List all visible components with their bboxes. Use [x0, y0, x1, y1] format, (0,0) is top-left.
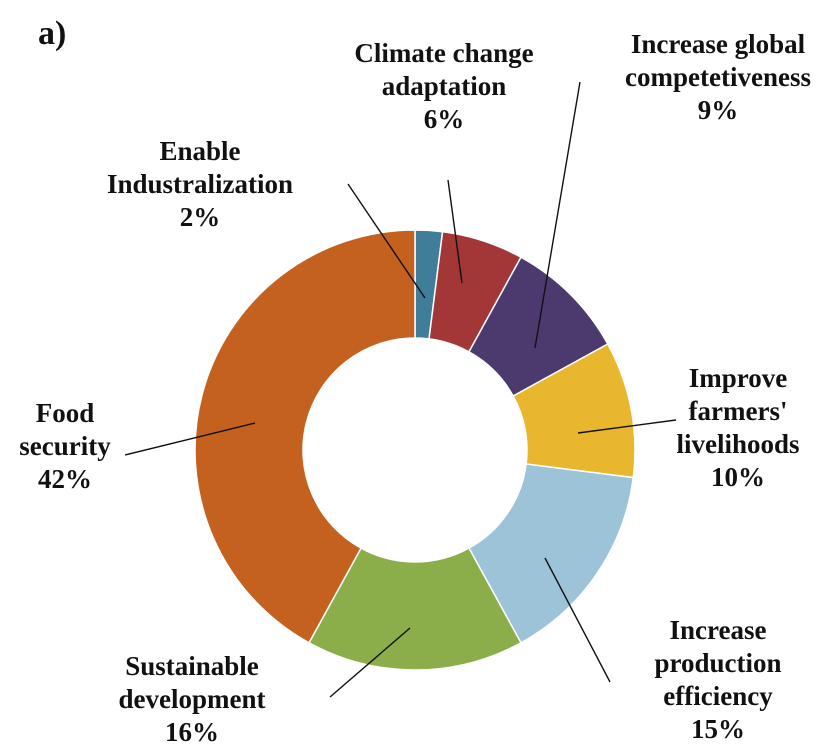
leader-line-improve-farmers-livelihoods: [577, 419, 677, 434]
slice-percent: 6%: [424, 104, 465, 134]
slice-label-line: efficiency: [663, 681, 773, 711]
slice-label-line: production: [654, 648, 781, 678]
slice-label-line: Increase global: [631, 29, 806, 59]
slice-label-improve-farmers-livelihoods: Improve farmers' livelihoods 10%: [676, 363, 799, 492]
slice-label-food-security: Food security 42%: [19, 398, 111, 494]
leader-line-increase-global-competetiveness: [534, 81, 581, 349]
slice-label-line: Food: [36, 398, 95, 428]
slice-label-line: Sustainable: [125, 651, 259, 681]
slice-percent: 42%: [38, 464, 92, 494]
slice-percent: 9%: [698, 95, 739, 125]
panel-label: a): [38, 15, 66, 52]
leader-line-sustainable-development: [329, 627, 411, 698]
slice-percent: 10%: [711, 462, 765, 492]
slice-label-sustainable-development: Sustainable development 16%: [119, 651, 266, 747]
slice-label-line: Industralization: [107, 169, 293, 199]
slice-label-line: Improve: [689, 363, 788, 393]
slice-label-increase-global-competetiveness: Increase global competetiveness 9%: [625, 29, 811, 125]
slice-label-line: Climate change: [354, 38, 533, 68]
slice-percent: 15%: [691, 714, 745, 744]
leader-line-food-security: [124, 422, 256, 456]
slice-sustainable-development: [307, 547, 523, 671]
slice-percent: 2%: [180, 202, 221, 232]
slice-percent: 16%: [165, 717, 219, 747]
slice-increase-production-efficiency: [467, 463, 635, 644]
slice-label-climate-change-adaptation: Climate change adaptation 6%: [354, 38, 533, 134]
slice-food-security: [194, 229, 416, 644]
slice-label-line: development: [119, 684, 266, 714]
slice-label-enable-industralization: Enable Industralization 2%: [107, 136, 293, 232]
slice-label-increase-production-efficiency: Increase production efficiency 15%: [654, 615, 781, 744]
slice-label-line: competetiveness: [625, 62, 811, 92]
leader-line-enable-industralization: [347, 183, 426, 299]
slice-label-line: Enable: [159, 136, 240, 166]
slice-label-line: security: [19, 431, 111, 461]
leader-line-climate-change-adaptation: [447, 179, 463, 284]
leader-line-increase-production-efficiency: [544, 557, 611, 683]
slice-label-line: livelihoods: [676, 429, 799, 459]
slice-label-line: farmers': [689, 396, 788, 426]
slice-label-line: adaptation: [382, 71, 507, 101]
slice-label-line: Increase: [670, 615, 767, 645]
